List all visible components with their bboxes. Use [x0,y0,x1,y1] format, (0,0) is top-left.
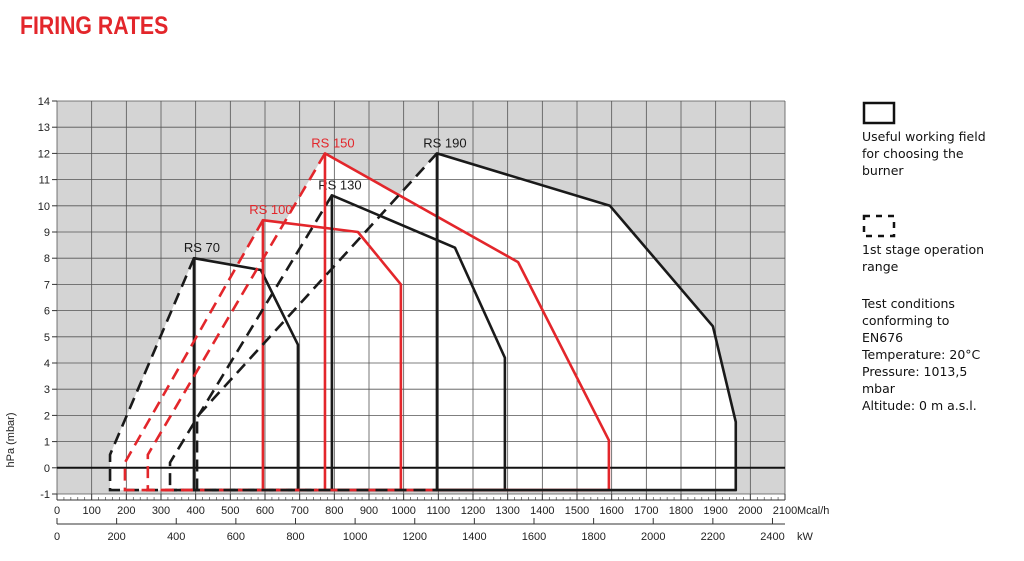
y-tick-label: -1 [40,489,50,501]
x-tick-label: 600 [256,505,274,517]
y-tick-label: 7 [44,279,50,291]
x2-tick-label: 2200 [701,531,725,543]
y-tick-label: 2 [44,410,50,422]
note-text: Test conditions [861,296,955,311]
x-tick-label: 800 [325,505,343,517]
x-unit: Mcal/h [797,505,829,517]
field-area [436,153,736,491]
x-tick-label: 1900 [703,505,727,517]
series-label: RS 100 [249,202,292,217]
legend-text: for choosing the [862,146,964,161]
legend-text: 1st stage operation [862,242,984,257]
y-tick-label: 4 [44,358,50,370]
series-label: RS 150 [311,135,354,150]
legend-text: burner [862,163,904,178]
stage-line [195,152,438,492]
x-tick-label: 2100 [773,505,797,517]
note-text: mbar [862,381,896,396]
x-tick-label: 1000 [391,505,415,517]
x-tick-label: 900 [360,505,378,517]
y-tick-label: 6 [44,306,50,318]
x2-unit: kW [797,531,814,543]
y-tick-label: 1 [44,437,50,449]
stage-area [197,153,437,491]
y-tick-label: 13 [38,122,50,134]
note-text: conforming to [862,313,949,328]
chart-title: FIRING RATES [20,11,168,39]
x-tick-label: 1500 [565,505,589,517]
field-line [435,152,738,492]
stage-line [146,152,327,492]
x-tick-label: 1400 [530,505,554,517]
legend-text: Useful working field [862,129,986,144]
x2-tick-label: 1600 [522,531,546,543]
note-text: EN676 [862,330,903,345]
x-tick-label: 2000 [738,505,762,517]
x-tick-label: 200 [117,505,135,517]
x2-tick-label: 1200 [402,531,426,543]
y-tick-label: 11 [39,175,50,187]
y-tick-label: 0 [44,463,50,475]
x2-tick-label: 2000 [641,531,665,543]
series-label: RS 190 [423,135,466,150]
note-text: Pressure: 1013,5 [862,364,967,379]
y-tick-label: 5 [44,332,50,344]
x-tick-label: 100 [82,505,100,517]
y-tick-label: 12 [38,148,50,160]
y-tick-label: 10 [38,201,50,213]
x2-tick-label: 800 [286,531,304,543]
x-tick-label: 1300 [495,505,519,517]
x2-tick-label: 400 [167,531,185,543]
y-axis-label: hPa (mbar) [5,412,17,467]
note-text: Temperature: 20°C [861,347,981,362]
x2-tick-label: 2400 [760,531,784,543]
x-tick-label: 0 [54,505,60,517]
x-tick-label: 1600 [599,505,623,517]
y-tick-label: 3 [44,384,50,396]
x-tick-label: 1800 [669,505,693,517]
series-label: RS 130 [318,177,361,192]
series-label: RS 70 [184,240,220,255]
x-tick-label: 1700 [634,505,658,517]
x2-tick-label: 1400 [462,531,486,543]
note-text: Altitude: 0 m a.s.l. [862,398,977,413]
y-tick-label: 14 [38,96,50,108]
x2-tick-label: 1000 [343,531,367,543]
y-tick-label: 9 [44,227,50,239]
x2-tick-label: 200 [107,531,125,543]
y-tick-label: 8 [44,253,50,265]
x-tick-label: 500 [221,505,239,517]
x2-tick-label: 0 [54,531,60,543]
x-tick-label: 1100 [427,505,451,517]
legend-text: range [862,259,899,274]
legend-symbol [862,101,896,125]
stage-line [123,219,265,492]
x-tick-label: 700 [290,505,308,517]
x-tick-label: 300 [152,505,170,517]
x2-tick-label: 1800 [581,531,605,543]
legend-symbol [862,214,896,238]
x2-tick-label: 600 [227,531,245,543]
x-tick-label: 1200 [461,505,485,517]
x-tick-label: 400 [186,505,204,517]
